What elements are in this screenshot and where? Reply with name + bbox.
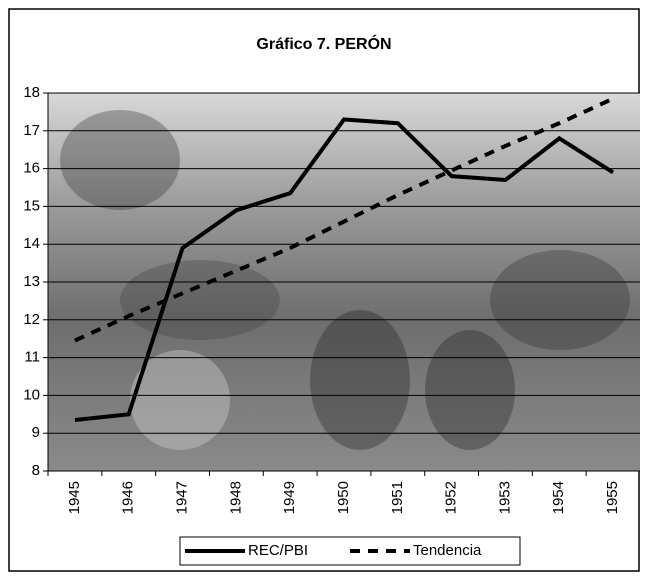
y-tick-label: 10 [23, 386, 40, 403]
chart-title: Gráfico 7. PERÓN [256, 34, 391, 53]
x-tick-label: 1954 [550, 481, 567, 514]
y-tick-label: 17 [23, 122, 40, 139]
legend: REC/PBI Tendencia [180, 537, 520, 565]
y-tick-label: 8 [32, 462, 40, 479]
legend-label: Tendencia [413, 542, 482, 559]
x-tick-label: 1951 [389, 481, 406, 514]
y-tick-label: 15 [23, 197, 40, 214]
y-tick-label: 9 [32, 424, 40, 441]
x-tick-label: 1945 [66, 481, 83, 514]
x-tick-label: 1950 [335, 481, 352, 514]
x-tick-label: 1949 [281, 481, 298, 514]
chart: Gráfico 7. PERÓN REC/PBI Tendencia 8 9 10 11… [0, 0, 648, 579]
x-tick-label: 1952 [443, 481, 460, 514]
x-tick-label: 1955 [604, 481, 621, 514]
x-tick-label: 1947 [174, 481, 191, 514]
y-tick-label: 18 [23, 84, 40, 101]
y-tick-label: 12 [23, 311, 40, 328]
y-tick-label: 14 [23, 235, 40, 252]
y-tick-label: 11 [24, 349, 40, 366]
legend-label: REC/PBI [248, 542, 308, 559]
y-tick-label: 13 [23, 273, 40, 290]
x-tick-label: 1948 [227, 481, 244, 514]
y-tick-label: 16 [23, 160, 40, 177]
x-tick-label: 1953 [496, 481, 513, 514]
x-tick-label: 1946 [120, 481, 137, 514]
